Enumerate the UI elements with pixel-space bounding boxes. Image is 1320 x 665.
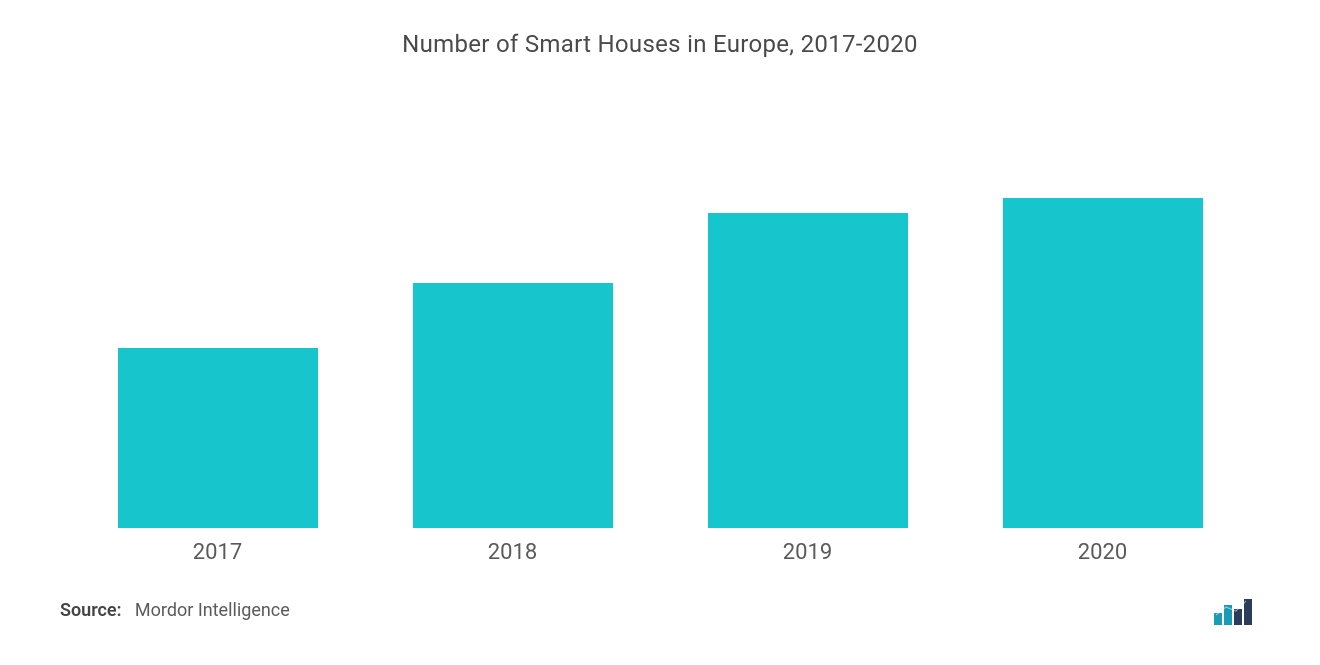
bar-group-1: 2018 [413,283,613,565]
bar-label-3: 2020 [1078,540,1127,565]
bar-3 [1003,198,1203,528]
bar-0 [118,348,318,528]
mi-logo-icon [1214,595,1260,625]
chart-container: Number of Smart Houses in Europe, 2017-2… [0,0,1320,665]
bar-1 [413,283,613,528]
bar-2 [708,213,908,528]
source-label: Source: [60,600,122,621]
bar-group-3: 2020 [1003,198,1203,565]
chart-title: Number of Smart Houses in Europe, 2017-2… [50,30,1270,58]
bar-label-0: 2017 [193,540,242,565]
source-value: Mordor Intelligence [135,600,290,621]
bar-label-1: 2018 [488,540,537,565]
source-text: Source: Mordor Intelligence [60,600,290,621]
bar-label-2: 2019 [783,540,832,565]
chart-footer: Source: Mordor Intelligence [50,565,1270,625]
bar-group-2: 2019 [708,213,908,565]
bar-group-0: 2017 [118,348,318,565]
chart-plot-area: 2017 2018 2019 2020 [50,78,1270,565]
